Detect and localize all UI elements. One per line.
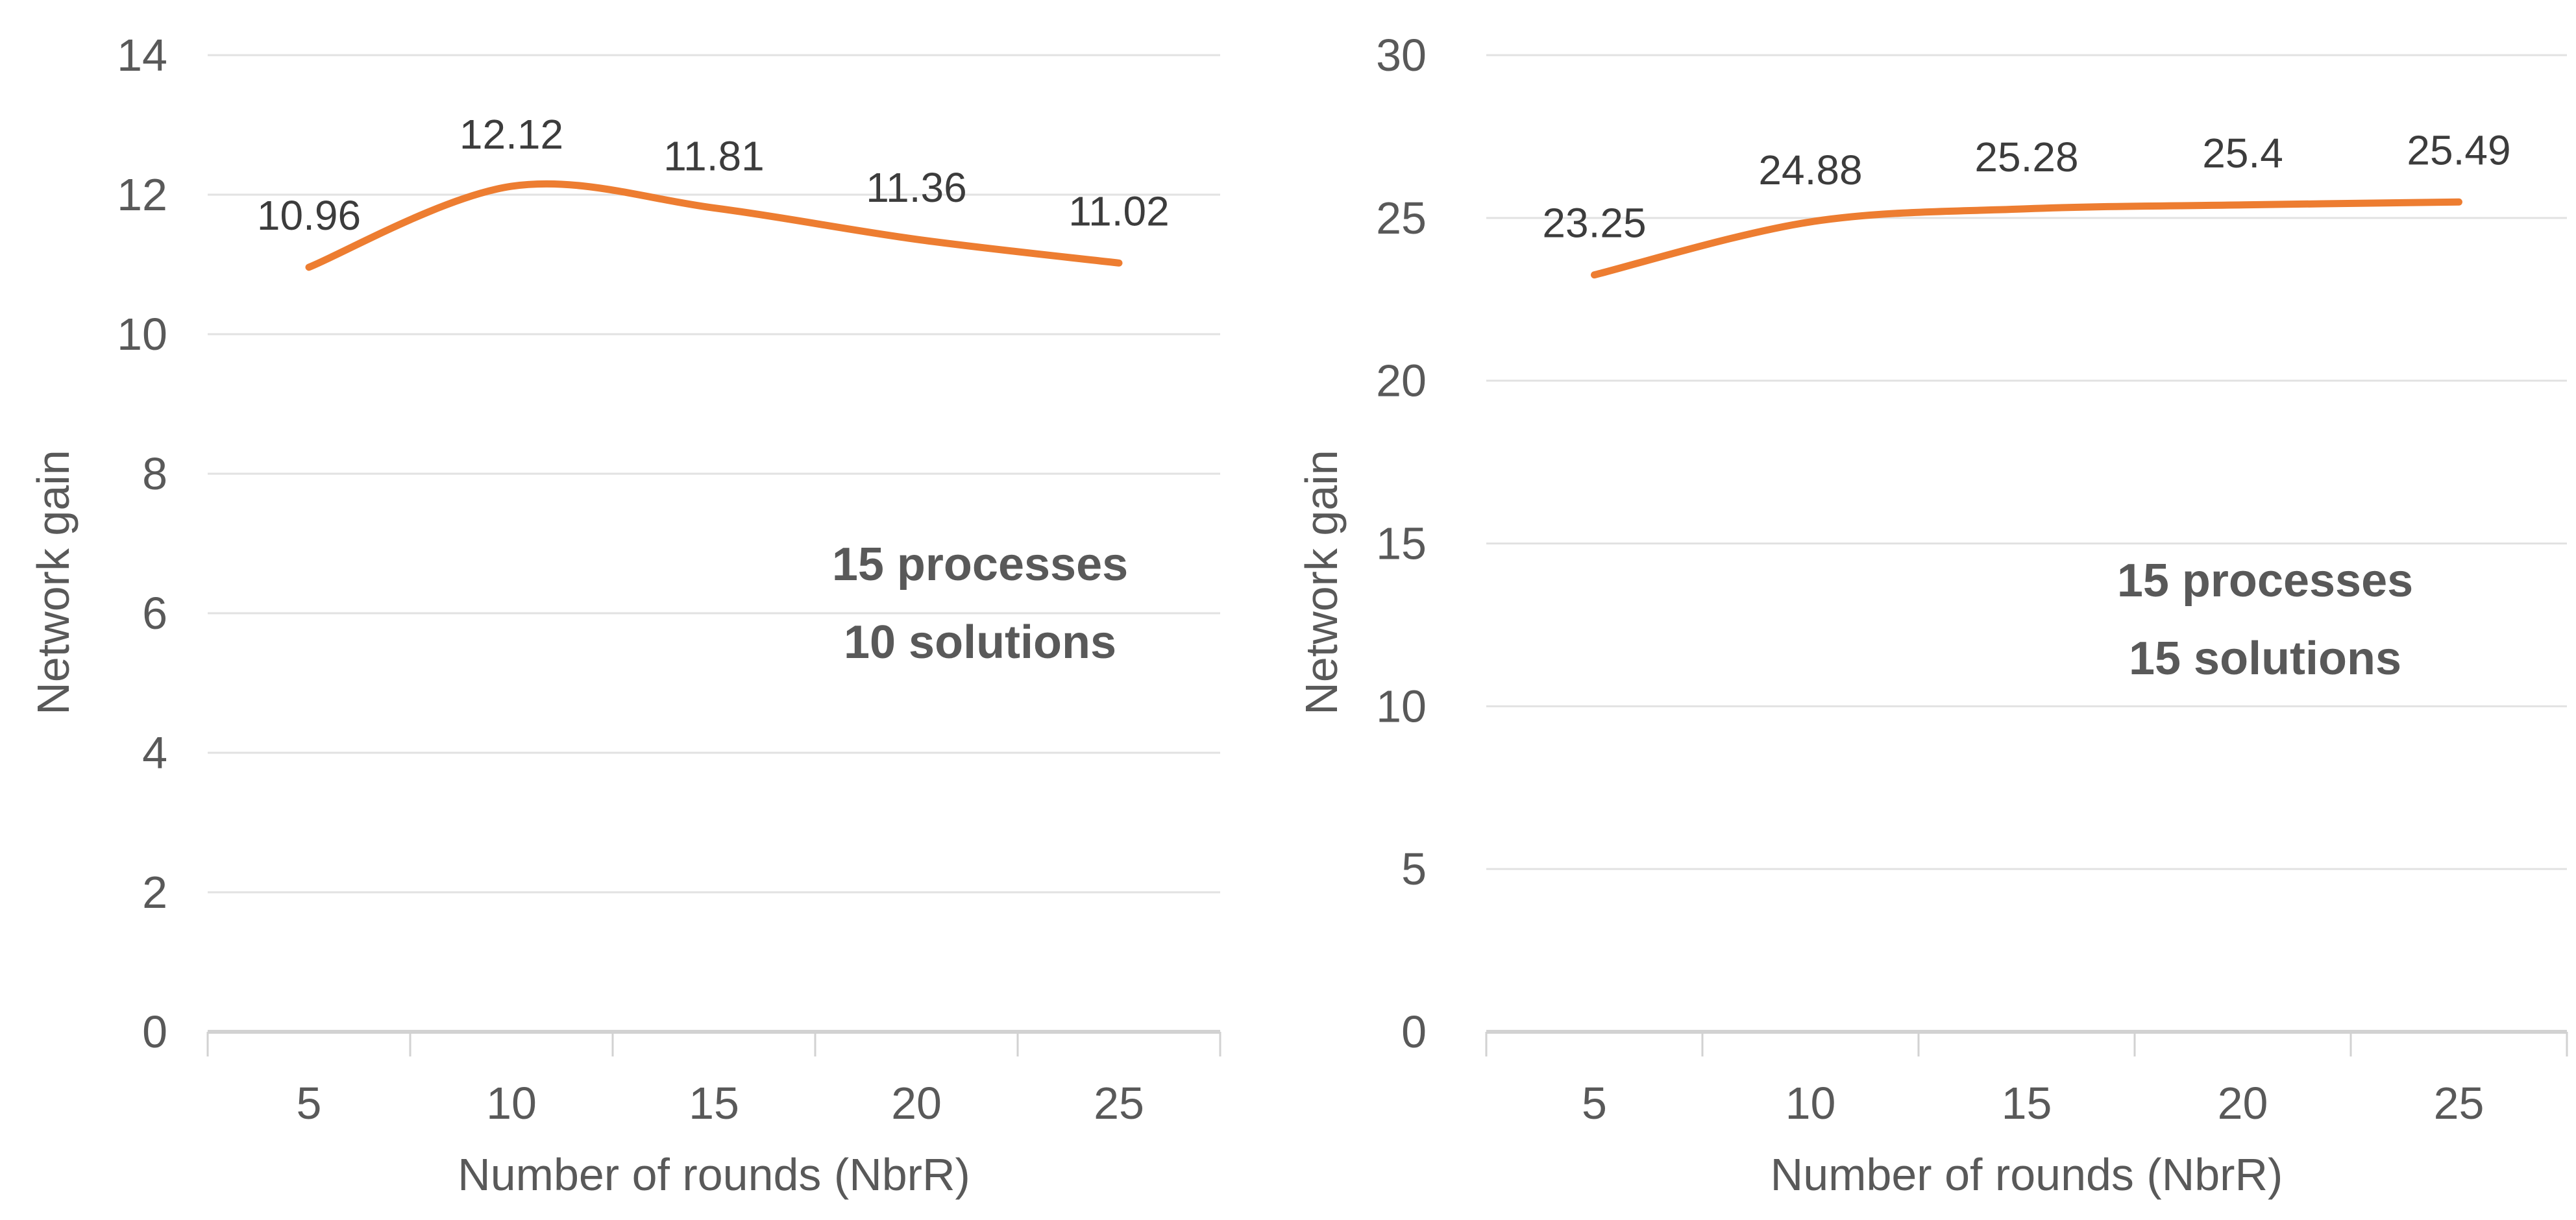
annotation-line-1: 15 processes — [2117, 555, 2413, 607]
data-label: 25.28 — [1974, 134, 2078, 180]
x-tick-label: 25 — [1094, 1078, 1144, 1128]
x-axis-title: Number of rounds (NbrR) — [458, 1149, 970, 1200]
y-tick-label: 10 — [1376, 681, 1427, 731]
y-tick-label: 0 — [142, 1006, 167, 1057]
y-tick-label: 6 — [142, 588, 167, 639]
data-label: 11.81 — [663, 132, 764, 179]
x-tick-label: 10 — [1785, 1078, 1836, 1128]
y-tick-label: 14 — [117, 30, 167, 80]
y-tick-label: 15 — [1376, 518, 1427, 569]
y-tick-label: 2 — [142, 867, 167, 918]
y-axis-title: Network gain — [28, 450, 79, 715]
y-tick-label: 20 — [1376, 356, 1427, 406]
annotation-line-2: 15 solutions — [2129, 633, 2401, 685]
y-tick-label: 12 — [117, 169, 167, 220]
data-label: 23.25 — [1542, 200, 1646, 247]
y-tick-label: 10 — [117, 309, 167, 360]
y-tick-label: 30 — [1376, 30, 1427, 80]
y-tick-label: 8 — [142, 448, 167, 499]
right-chart: 0 5 10 15 20 25 30 5 10 15 20 25 Network gain Number … — [1296, 30, 2568, 1200]
x-axis-title: Number of rounds (NbrR) — [1771, 1149, 2283, 1200]
annotation-line-1: 15 processes — [832, 539, 1128, 591]
x-tick-label: 20 — [891, 1078, 942, 1128]
y-axis-title: Network gain — [1296, 450, 1347, 715]
x-tick-label: 15 — [689, 1078, 739, 1128]
y-tick-label: 5 — [1401, 844, 1427, 894]
series-line — [1591, 198, 2462, 279]
annotation-line-2: 10 solutions — [844, 616, 1116, 668]
x-tick-label: 25 — [2434, 1078, 2484, 1128]
y-tick-label: 25 — [1376, 193, 1427, 243]
data-label: 25.49 — [2407, 127, 2510, 173]
y-tick-label: 0 — [1401, 1006, 1427, 1057]
x-tick-label: 10 — [486, 1078, 537, 1128]
x-tick-label: 15 — [2002, 1078, 2052, 1128]
series-line — [305, 180, 1123, 271]
data-label: 12.12 — [460, 111, 563, 158]
left-chart: 0 2 4 6 8 10 12 14 5 10 15 20 25 Network gain Number o… — [28, 30, 1221, 1200]
x-tick-label: 5 — [297, 1078, 322, 1128]
data-label: 11.36 — [866, 164, 966, 211]
data-label: 24.88 — [1758, 147, 1862, 193]
y-tick-label: 4 — [142, 727, 167, 778]
data-label: 25.4 — [2202, 130, 2283, 177]
data-label: 10.96 — [257, 192, 361, 239]
x-tick-label: 20 — [2218, 1078, 2268, 1128]
data-label: 11.02 — [1068, 188, 1169, 234]
x-tick-label: 5 — [1582, 1078, 1607, 1128]
